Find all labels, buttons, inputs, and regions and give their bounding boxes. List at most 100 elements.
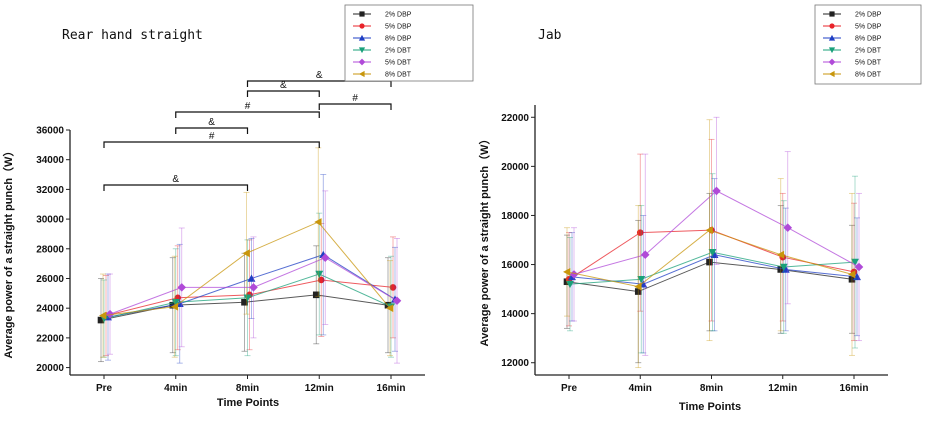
series-2-pct-dbp bbox=[97, 245, 392, 363]
data-point bbox=[389, 284, 397, 291]
data-point bbox=[637, 275, 646, 284]
data-point bbox=[848, 270, 856, 279]
data-point bbox=[776, 250, 785, 259]
x-tick-label: 16min bbox=[840, 383, 869, 394]
data-point bbox=[640, 250, 650, 260]
data-point bbox=[243, 294, 252, 302]
data-point bbox=[781, 265, 790, 273]
legend-label: 8% DBP bbox=[385, 36, 412, 43]
data-point bbox=[563, 267, 571, 276]
legend: 2% DBP 5% DBP 8% DBP 2% DBT 5% DBT 8% DBT bbox=[344, 4, 474, 82]
legend-marker bbox=[828, 47, 836, 54]
legend-label: 5% DBP bbox=[385, 24, 412, 31]
significance-bracket bbox=[318, 103, 392, 110]
legend-marker bbox=[828, 34, 836, 41]
significance-symbol: & bbox=[280, 80, 287, 91]
legend-label: 5% DBT bbox=[855, 60, 882, 67]
chart-title: Jab bbox=[538, 28, 562, 43]
series-8-pct-dbp bbox=[568, 178, 861, 354]
data-point bbox=[386, 304, 394, 313]
data-point bbox=[708, 248, 717, 257]
x-tick-label: 8min bbox=[700, 383, 723, 394]
significance-annotations: & # & # & # & bbox=[103, 70, 392, 191]
significance-bracket bbox=[246, 80, 392, 87]
x-axis-title: Time Points bbox=[679, 401, 741, 413]
legend-label: 2% DBT bbox=[385, 48, 412, 55]
data-point bbox=[99, 311, 107, 320]
series-2-pct-dbp bbox=[563, 192, 856, 364]
data-point bbox=[636, 229, 644, 236]
series-8-pct-dbt bbox=[99, 147, 394, 358]
significance-bracket bbox=[103, 184, 249, 191]
significance-bracket bbox=[175, 127, 249, 134]
data-point bbox=[312, 291, 320, 299]
legend-marker bbox=[828, 70, 835, 78]
x-tick-label: 12min bbox=[768, 383, 797, 394]
data-point bbox=[634, 288, 642, 295]
series-5-pct-dbp bbox=[102, 223, 397, 357]
data-point bbox=[249, 283, 258, 292]
data-point bbox=[710, 250, 719, 259]
data-point bbox=[317, 276, 325, 284]
data-point bbox=[177, 283, 187, 292]
y-tick-label: 22000 bbox=[36, 333, 64, 344]
legend-box bbox=[814, 4, 922, 85]
legend-label: 5% DBT bbox=[385, 60, 412, 67]
data-point bbox=[712, 186, 721, 196]
data-point bbox=[392, 296, 402, 306]
legend-label: 2% DBP bbox=[385, 12, 412, 19]
data-point bbox=[320, 253, 330, 262]
legend-box bbox=[344, 4, 474, 82]
data-point bbox=[705, 226, 713, 235]
legend-marker bbox=[358, 58, 366, 66]
data-point bbox=[566, 280, 574, 289]
y-tick-label: 24000 bbox=[36, 304, 64, 315]
series-5-pct-dbt bbox=[105, 190, 402, 364]
y-axis-title: Average power of a straight punch（W） bbox=[2, 146, 15, 359]
legend-label: 8% DBT bbox=[385, 72, 412, 79]
significance-symbol: & bbox=[316, 70, 323, 81]
data-point bbox=[783, 223, 793, 233]
significance-bracket bbox=[246, 90, 320, 97]
data-point bbox=[853, 272, 861, 281]
significance-bracket bbox=[175, 111, 320, 118]
significance-symbol: & bbox=[172, 174, 179, 185]
x-tick-label: 4min bbox=[629, 383, 652, 394]
y-tick-label: 16000 bbox=[501, 260, 529, 271]
y-tick-label: 32000 bbox=[36, 185, 64, 196]
data-point bbox=[247, 274, 256, 282]
data-point bbox=[171, 298, 180, 307]
data-point bbox=[779, 263, 788, 271]
y-tick-label: 18000 bbox=[501, 211, 529, 222]
data-point bbox=[777, 266, 785, 273]
legend-label: 2% DBP bbox=[855, 12, 882, 19]
chart-title: Rear hand straight bbox=[62, 28, 203, 43]
series-5-pct-dbp bbox=[565, 138, 858, 342]
data-point bbox=[170, 302, 179, 311]
series-8-pct-dbt bbox=[563, 119, 856, 369]
x-tick-label: 16min bbox=[377, 383, 406, 394]
legend: 2% DBP 5% DBP 8% DBP 2% DBT 5% DBT 8% DBT bbox=[814, 4, 922, 85]
legend-label: 2% DBT bbox=[855, 48, 882, 55]
data-point bbox=[634, 282, 642, 291]
significance-symbol: # bbox=[245, 101, 251, 112]
x-tick-label: Pre bbox=[561, 383, 578, 394]
legend-marker bbox=[359, 23, 365, 29]
data-point bbox=[97, 316, 105, 324]
legend-label: 5% DBP bbox=[855, 24, 882, 31]
x-axis-title: Time Points bbox=[217, 397, 279, 409]
series-8-pct-dbp bbox=[104, 174, 399, 364]
legend-label: 8% DBP bbox=[855, 36, 882, 43]
legend-marker bbox=[359, 11, 365, 17]
series-2-pct-dbt bbox=[566, 173, 859, 354]
y-axis-title: Average power of a straight punch（W） bbox=[478, 134, 491, 347]
y-tick-label: 14000 bbox=[501, 309, 529, 320]
y-tick-label: 20000 bbox=[36, 363, 64, 374]
y-tick-label: 20000 bbox=[501, 162, 529, 173]
data-point bbox=[241, 298, 248, 306]
legend-marker bbox=[358, 34, 366, 41]
significance-symbol: # bbox=[352, 93, 358, 104]
y-tick-label: 36000 bbox=[36, 126, 64, 137]
data-point bbox=[569, 270, 579, 279]
